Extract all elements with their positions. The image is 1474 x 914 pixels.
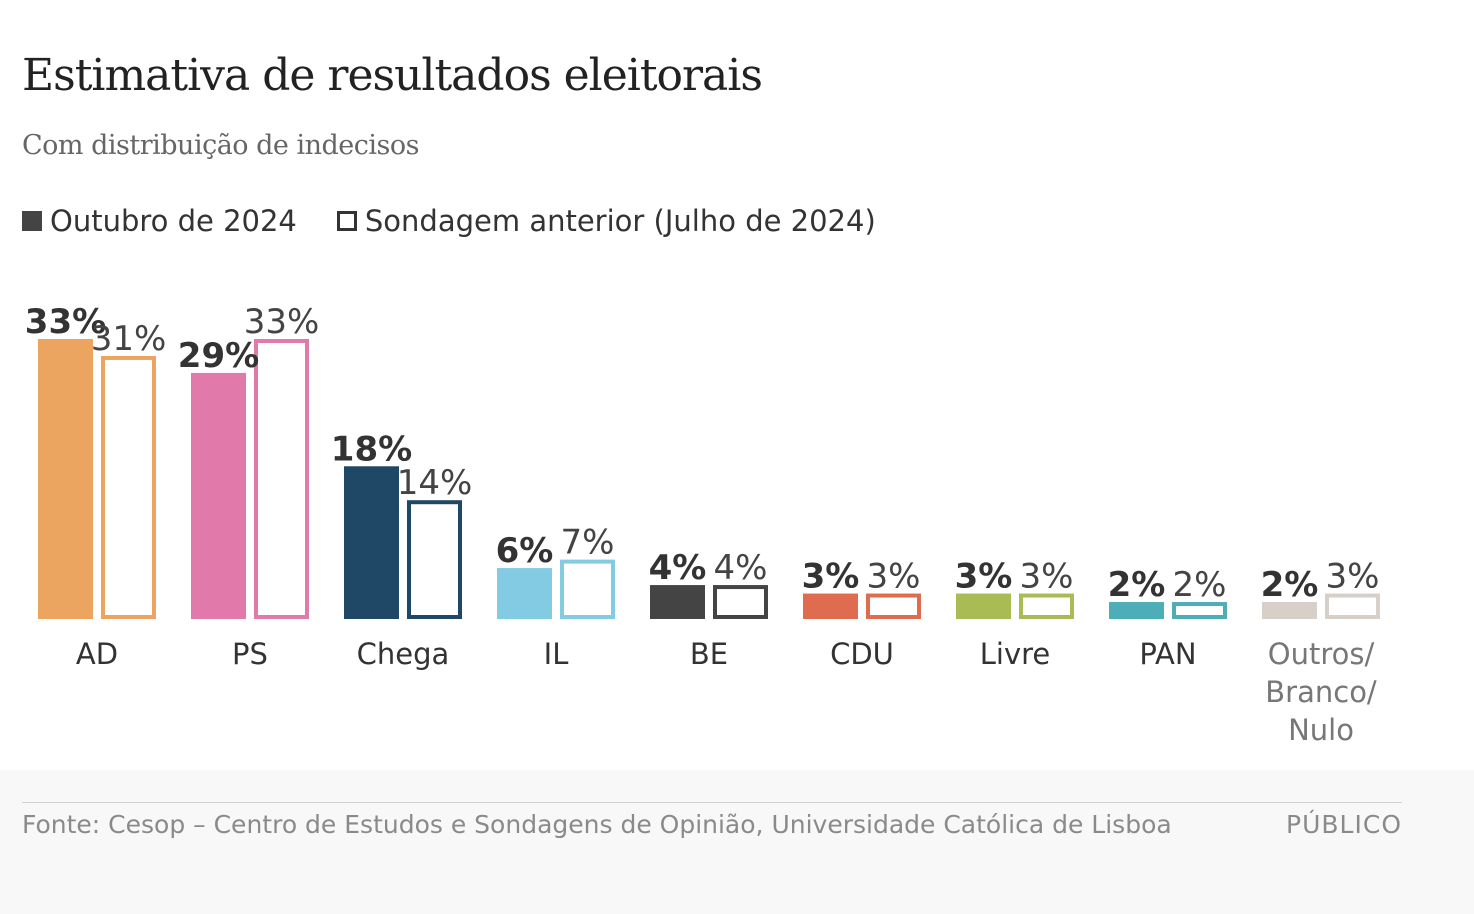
bar-current — [803, 593, 858, 619]
category-label: AD — [76, 637, 118, 671]
legend-item-previous: Sondagem anterior (Julho de 2024) — [336, 204, 876, 238]
bar-previous — [713, 585, 768, 620]
legend-item-current: Outubro de 2024 — [22, 204, 297, 238]
data-label-previous: 7% — [561, 523, 615, 563]
data-label-previous: 2% — [1173, 565, 1227, 605]
data-label-current: 4% — [649, 548, 707, 588]
chart-subtitle: Com distribuição de indecisos — [22, 130, 420, 161]
category-label: CDU — [830, 637, 894, 671]
bar-current — [191, 372, 246, 619]
bar-previous — [560, 559, 615, 620]
data-label-current: 29% — [178, 336, 259, 376]
bar-current — [1262, 602, 1317, 619]
category-label: Outros/Branco/Nulo — [1265, 637, 1377, 747]
data-label-current: 33% — [25, 302, 106, 342]
source-note: Fonte: Cesop – Centro de Estudos e Sonda… — [22, 810, 1172, 839]
data-label-current: 3% — [955, 557, 1013, 597]
legend: Outubro de 2024 Sondagem anterior (Julho… — [22, 204, 916, 238]
data-label-current: 6% — [496, 531, 554, 571]
data-label-previous: 14% — [397, 463, 473, 503]
data-label-current: 2% — [1108, 565, 1166, 605]
legend-swatch-outline — [336, 211, 357, 231]
data-label-previous: 31% — [91, 319, 167, 359]
bar-previous — [254, 339, 309, 619]
bar-previous — [1325, 593, 1380, 620]
bar-current — [38, 339, 93, 619]
data-label-previous: 3% — [867, 557, 921, 597]
bar-previous — [1172, 602, 1227, 619]
data-label-current: 2% — [1261, 565, 1319, 605]
data-label-current: 3% — [802, 557, 860, 597]
legend-swatch-filled — [22, 211, 42, 231]
data-label-previous: 4% — [714, 548, 768, 588]
data-label-previous: 33% — [244, 302, 320, 342]
data-label-previous: 3% — [1326, 557, 1380, 597]
category-label: Chega — [357, 637, 450, 671]
category-label: IL — [544, 637, 569, 671]
bar-previous — [866, 593, 921, 620]
bar-previous — [407, 500, 462, 620]
bar-previous — [101, 355, 156, 619]
category-label: PAN — [1139, 637, 1196, 671]
bar-previous — [1019, 593, 1074, 620]
category-label: Livre — [980, 637, 1051, 671]
footer — [0, 770, 1474, 914]
legend-label-previous: Sondagem anterior (Julho de 2024) — [364, 204, 876, 238]
bar-current — [344, 466, 399, 619]
category-label: PS — [232, 637, 268, 671]
footer-divider — [22, 802, 1402, 803]
bar-current — [956, 593, 1011, 619]
legend-label-current: Outubro de 2024 — [50, 204, 297, 238]
publisher-brand: PÚBLICO — [1286, 810, 1402, 839]
bar-current — [1109, 602, 1164, 619]
bar-current — [497, 568, 552, 619]
data-label-previous: 3% — [1020, 557, 1074, 597]
bar-current — [650, 585, 705, 619]
chart-title: Estimativa de resultados eleitorais — [22, 50, 763, 101]
category-label: BE — [690, 637, 728, 671]
data-label-current: 18% — [331, 429, 412, 469]
